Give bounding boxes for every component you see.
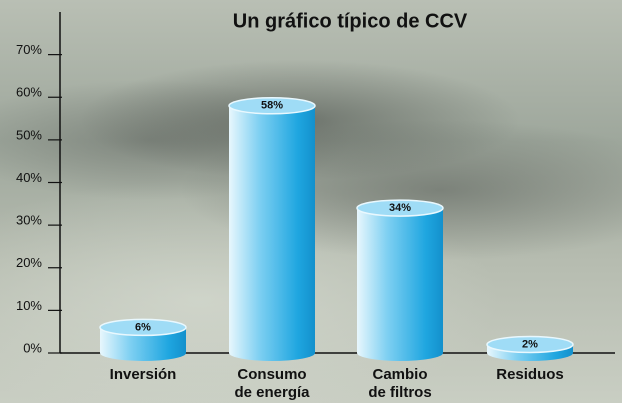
x-tick-label: Consumo xyxy=(237,366,306,383)
chart-container: Un gráfico típico de CCV 0% 10% 20% 30% 40% 5… xyxy=(0,0,622,403)
x-tick-label: Cambio xyxy=(372,366,427,383)
x-tick-label: Inversión xyxy=(110,366,177,383)
y-tick-label: 40% xyxy=(16,170,42,185)
x-tick-label: de energía xyxy=(234,384,310,401)
x-tick-label: de filtros xyxy=(368,384,431,401)
chart: Un gráfico típico de CCV 0% 10% 20% 30% 40% 5… xyxy=(0,0,622,403)
y-tick-label: 10% xyxy=(16,298,42,313)
value-label: 6% xyxy=(135,321,151,333)
chart-title: Un gráfico típico de CCV xyxy=(233,10,468,32)
bar xyxy=(357,208,443,353)
bar xyxy=(229,106,315,353)
value-label: 58% xyxy=(261,100,283,112)
value-label: 2% xyxy=(522,338,538,350)
y-tick-label: 30% xyxy=(16,213,42,228)
y-tick-label: 60% xyxy=(16,85,42,100)
y-tick-label: 20% xyxy=(16,255,42,270)
x-tick-label: Residuos xyxy=(496,366,564,383)
y-tick-label: 70% xyxy=(16,42,42,57)
value-label: 34% xyxy=(389,202,411,214)
y-tick-label: 50% xyxy=(16,127,42,142)
y-tick-label: 0% xyxy=(23,340,42,355)
